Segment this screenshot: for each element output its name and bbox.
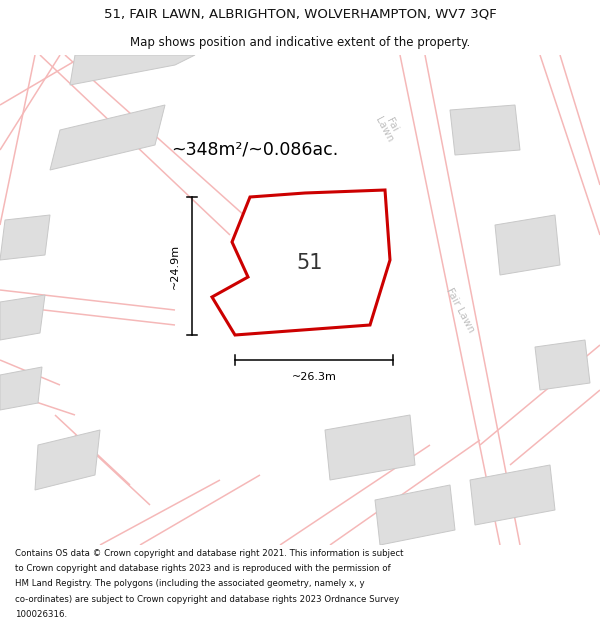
Text: Map shows position and indicative extent of the property.: Map shows position and indicative extent… [130, 36, 470, 49]
Polygon shape [248, 215, 340, 290]
Text: ~348m²/~0.086ac.: ~348m²/~0.086ac. [172, 141, 338, 159]
Polygon shape [375, 485, 455, 545]
Text: Contains OS data © Crown copyright and database right 2021. This information is : Contains OS data © Crown copyright and d… [15, 549, 404, 558]
Text: co-ordinates) are subject to Crown copyright and database rights 2023 Ordnance S: co-ordinates) are subject to Crown copyr… [15, 594, 399, 604]
Text: 100026316.: 100026316. [15, 610, 67, 619]
Polygon shape [470, 465, 555, 525]
Polygon shape [35, 430, 100, 490]
Text: ~26.3m: ~26.3m [292, 372, 337, 382]
Polygon shape [495, 215, 560, 275]
Polygon shape [50, 105, 165, 170]
Polygon shape [535, 340, 590, 390]
Text: ~24.9m: ~24.9m [170, 243, 180, 289]
Text: Fai
Lawn: Fai Lawn [373, 111, 403, 144]
Text: to Crown copyright and database rights 2023 and is reproduced with the permissio: to Crown copyright and database rights 2… [15, 564, 391, 573]
Text: Fair Lawn: Fair Lawn [444, 286, 476, 334]
Text: 51, FAIR LAWN, ALBRIGHTON, WOLVERHAMPTON, WV7 3QF: 51, FAIR LAWN, ALBRIGHTON, WOLVERHAMPTON… [104, 8, 496, 20]
Polygon shape [325, 415, 415, 480]
Polygon shape [0, 295, 45, 340]
Polygon shape [212, 190, 390, 335]
Polygon shape [70, 55, 195, 85]
Text: 51: 51 [297, 253, 323, 273]
Text: HM Land Registry. The polygons (including the associated geometry, namely x, y: HM Land Registry. The polygons (includin… [15, 579, 365, 588]
Polygon shape [0, 215, 50, 260]
Polygon shape [450, 105, 520, 155]
Polygon shape [0, 367, 42, 410]
